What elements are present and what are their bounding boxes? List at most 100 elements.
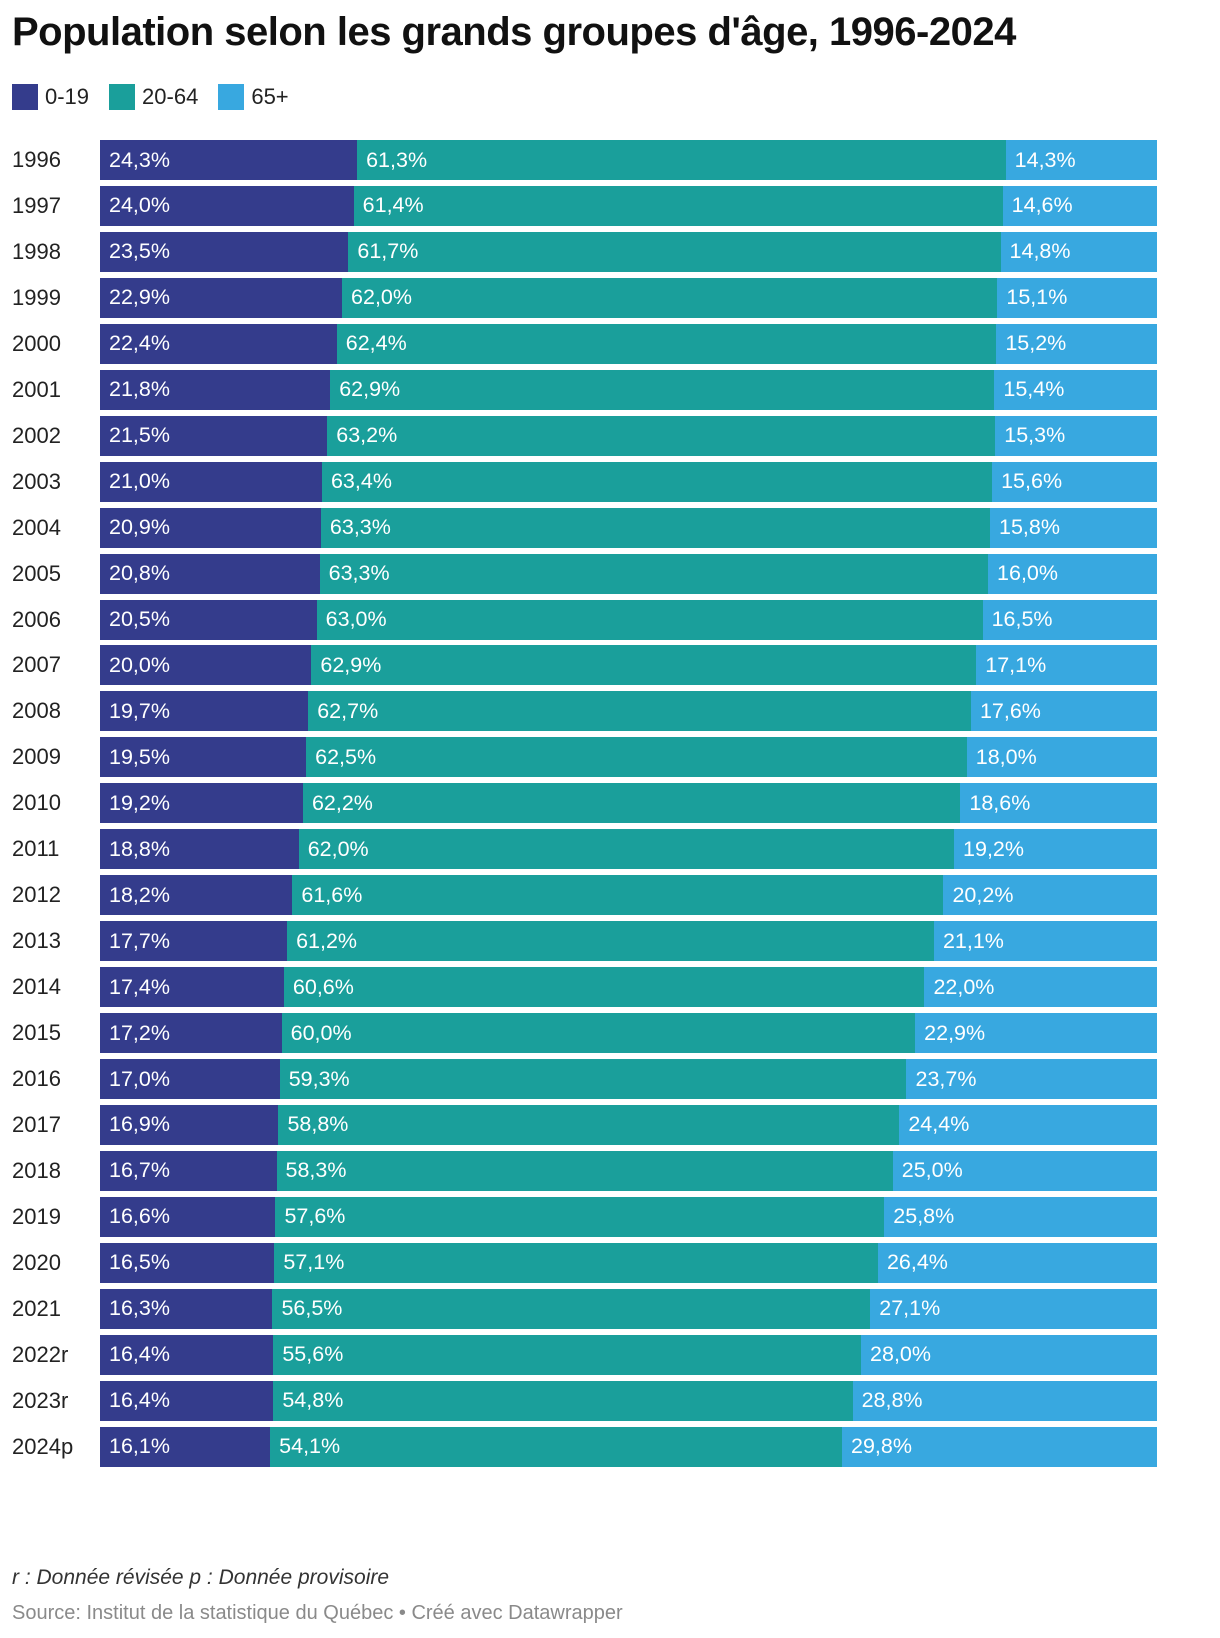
bar-segment-0-19: 16,3%: [100, 1288, 273, 1329]
category-label: 1997: [12, 192, 61, 218]
bar-segment-20-64: 61,3%: [357, 140, 1006, 180]
data-label: 14,6%: [1011, 193, 1073, 218]
data-label: 57,1%: [283, 1250, 345, 1275]
bar-row-2006: 2006 20,5% 63,0% 16,5%: [0, 599, 1220, 640]
category-label: 2004: [12, 514, 61, 540]
category-label: 2001: [12, 376, 61, 402]
bar-segment-20-64: 61,4%: [353, 185, 1003, 226]
data-label: 26,4%: [886, 1250, 948, 1275]
data-label: 19,2%: [109, 790, 170, 815]
data-label: 14,3%: [1014, 147, 1076, 172]
bar-segment-20-64: 54,1%: [270, 1426, 842, 1467]
bar-segment-20-64: 62,7%: [308, 691, 971, 732]
stacked-bar: 17,7% 61,2% 21,1%: [100, 921, 1157, 962]
data-label: 60,0%: [290, 1020, 352, 1045]
data-label: 16,3%: [109, 1296, 170, 1321]
data-label: 55,6%: [282, 1342, 344, 1367]
bar-row-2021: 2021 16,3% 56,5% 27,1%: [0, 1288, 1220, 1329]
category-label: 2019: [12, 1203, 61, 1229]
stacked-bar: 20,8% 63,3% 16,0%: [100, 553, 1157, 594]
data-label: 17,6%: [979, 698, 1041, 723]
bar-segment-20-64: 61,7%: [348, 231, 1001, 272]
data-label: 56,5%: [281, 1296, 343, 1321]
data-label: 61,2%: [296, 928, 358, 953]
bar-row-2001: 2001 21,8% 62,9% 15,4%: [0, 369, 1220, 410]
data-label: 17,4%: [109, 974, 170, 999]
data-label: 20,0%: [109, 652, 170, 677]
bar-segment-0-19: 16,4%: [100, 1380, 274, 1421]
data-label: 20,8%: [109, 561, 170, 586]
category-label: 2021: [12, 1295, 61, 1321]
stacked-bar: 19,2% 62,2% 18,6%: [100, 783, 1157, 824]
bar-row-2005: 2005 20,8% 63,3% 16,0%: [0, 553, 1220, 594]
stacked-bar: 20,5% 63,0% 16,5%: [100, 599, 1157, 640]
data-label: 20,2%: [952, 882, 1014, 907]
data-label: 16,6%: [109, 1204, 170, 1229]
stacked-bar: 24,0% 61,4% 14,6%: [100, 185, 1157, 226]
bar-segment-65-plus: 20,2%: [943, 875, 1157, 916]
legend-label-65-plus: 65+: [251, 84, 289, 109]
data-label: 63,3%: [329, 515, 391, 540]
data-label: 20,5%: [109, 607, 170, 631]
data-label: 60,6%: [292, 974, 354, 999]
data-label: 28,8%: [861, 1388, 923, 1413]
bar-row-2010: 2010 19,2% 62,2% 18,6%: [0, 783, 1220, 824]
bar-segment-65-plus: 28,0%: [861, 1334, 1157, 1375]
stacked-bar: 21,5% 63,2% 15,3%: [100, 415, 1157, 456]
data-label: 24,0%: [109, 193, 170, 218]
bar-segment-0-19: 24,3%: [100, 140, 358, 180]
data-label: 59,3%: [288, 1066, 350, 1091]
bar-segment-65-plus: 18,0%: [966, 737, 1157, 778]
bar-segment-20-64: 54,8%: [273, 1380, 853, 1421]
bar-segment-0-19: 21,8%: [100, 369, 331, 410]
bar-segment-0-19: 19,7%: [100, 691, 309, 732]
category-label: 1996: [12, 147, 61, 172]
data-label: 16,4%: [109, 1342, 170, 1367]
bar-segment-0-19: 17,4%: [100, 967, 284, 1008]
bar-row-2019: 2019 16,6% 57,6% 25,8%: [0, 1196, 1220, 1237]
data-label: 15,4%: [1003, 377, 1065, 402]
legend-label-0-19: 0-19: [45, 84, 90, 109]
stacked-bar: 16,5% 57,1% 26,4%: [100, 1242, 1157, 1283]
bar-segment-65-plus: 16,0%: [988, 553, 1157, 594]
source-credit: Source: Institut de la statistique du Qu…: [12, 1602, 623, 1624]
category-label: 2008: [12, 698, 61, 724]
data-label: 21,1%: [942, 928, 1004, 953]
bar-segment-65-plus: 14,3%: [1005, 140, 1157, 180]
category-label: 2024p: [12, 1433, 74, 1459]
category-label: 2013: [12, 928, 61, 954]
bar-segment-20-64: 62,4%: [336, 323, 997, 364]
chart-title: Population selon les grands groupes d'âg…: [12, 10, 1016, 54]
data-label: 15,2%: [1005, 331, 1067, 356]
bar-row-2023r: 2023r 16,4% 54,8% 28,8%: [0, 1380, 1220, 1421]
bar-segment-65-plus: 28,8%: [852, 1380, 1157, 1421]
stacked-bar: 16,1% 54,1% 29,8%: [100, 1426, 1157, 1467]
bar-segment-65-plus: 29,8%: [842, 1426, 1157, 1467]
data-label: 16,5%: [991, 607, 1053, 631]
bar-segment-0-19: 16,1%: [100, 1426, 271, 1467]
bar-segment-0-19: 24,0%: [100, 185, 354, 226]
stacked-bar: 23,5% 61,7% 14,8%: [100, 231, 1157, 272]
data-label: 62,7%: [317, 698, 379, 723]
bar-segment-65-plus: 19,2%: [954, 829, 1157, 870]
category-label: 2022r: [12, 1341, 69, 1367]
bar-segment-65-plus: 17,1%: [976, 645, 1157, 686]
bar-segment-65-plus: 18,6%: [960, 783, 1157, 824]
data-label: 63,0%: [325, 607, 387, 631]
category-label: 2003: [12, 468, 61, 494]
bar-segment-0-19: 18,2%: [100, 875, 293, 916]
data-label: 63,2%: [336, 423, 398, 448]
legend-label-20-64: 20-64: [142, 84, 199, 109]
category-label: 2017: [12, 1111, 61, 1137]
data-label: 19,2%: [963, 836, 1024, 861]
data-label: 61,4%: [362, 193, 424, 218]
data-label: 61,7%: [357, 239, 419, 264]
data-label: 24,3%: [109, 147, 170, 172]
bar-segment-20-64: 63,0%: [316, 599, 983, 640]
bar-segment-20-64: 62,9%: [330, 369, 995, 410]
category-label: 2002: [12, 422, 61, 448]
data-label: 62,9%: [320, 652, 382, 677]
data-label: 15,6%: [1001, 469, 1063, 494]
data-label: 17,2%: [109, 1020, 170, 1045]
stacked-bar: 18,2% 61,6% 20,2%: [100, 875, 1157, 916]
